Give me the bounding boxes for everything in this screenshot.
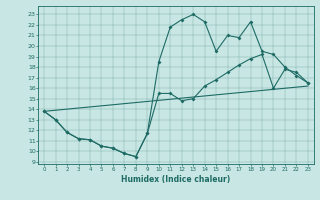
X-axis label: Humidex (Indice chaleur): Humidex (Indice chaleur)	[121, 175, 231, 184]
